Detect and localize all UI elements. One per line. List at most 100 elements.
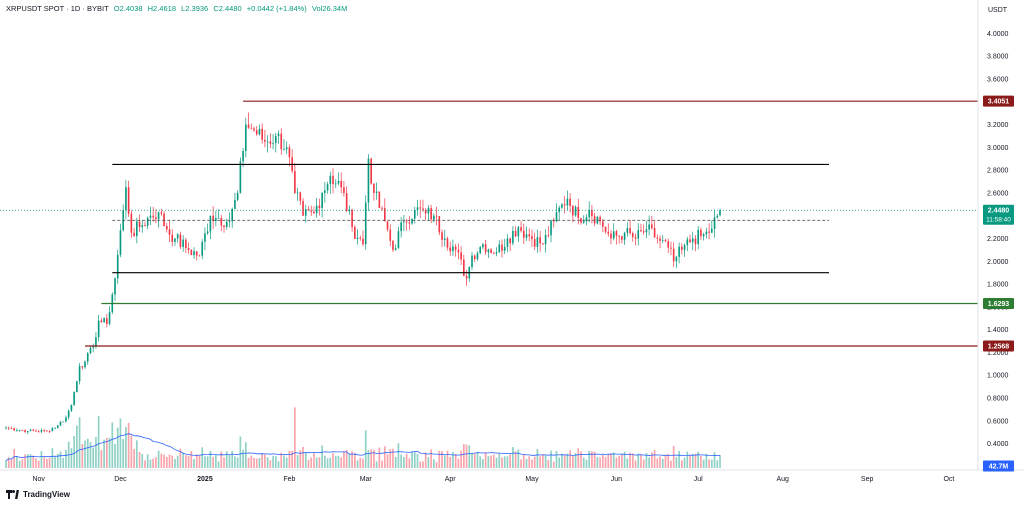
candle-body [130, 213, 133, 233]
chart-legend: XRPUSDT SPOT · 1D · BYBIT O2.4038 H2.461… [6, 4, 350, 13]
volume-bar [122, 439, 125, 468]
volume-bar [313, 453, 315, 468]
candle [92, 343, 95, 353]
candle [212, 206, 214, 229]
candle-body [125, 187, 127, 211]
candle-body [225, 221, 228, 228]
candle [612, 223, 615, 241]
volume-bar [56, 453, 59, 468]
volume-bar [561, 453, 563, 468]
volume-bar [105, 437, 108, 468]
volume-bar [362, 458, 364, 468]
volume-bar [165, 456, 168, 468]
candle [517, 225, 520, 243]
volume-bar [482, 459, 484, 468]
candle-body [430, 208, 432, 220]
candle-body [708, 231, 710, 233]
volume-bar [97, 415, 100, 468]
time-axis[interactable]: Nov Dec 2025 Feb Mar Apr May Jun Jul Aug Sep Oct [32, 476, 954, 483]
candle [438, 216, 441, 236]
volume-bar [193, 458, 195, 468]
volume-bar [16, 456, 18, 468]
candle [35, 429, 37, 432]
candle [59, 420, 62, 427]
candle [182, 235, 184, 252]
volume-bar [563, 455, 566, 468]
volume-bar [571, 455, 574, 468]
volume-bar [599, 457, 601, 468]
volume-bar [542, 454, 544, 468]
candle [433, 213, 435, 223]
volume-bar [675, 457, 678, 468]
volume-bar [528, 456, 531, 468]
candle-body [35, 430, 37, 432]
last-price-label: 2.4480 [988, 208, 1010, 215]
candle-body [438, 216, 441, 233]
candle [700, 227, 702, 241]
candle-body [577, 206, 580, 218]
tradingview-logo-icon [6, 490, 20, 499]
volume-bar [209, 450, 212, 468]
horizontal-levels[interactable] [0, 100, 978, 347]
candle [373, 183, 375, 201]
candle-body [588, 210, 591, 218]
candle-body [351, 209, 353, 228]
candle-body [37, 431, 40, 433]
candle-body [591, 210, 593, 217]
candle-body [400, 222, 402, 232]
candle-body [24, 430, 26, 433]
candle [386, 221, 389, 232]
volume-bar [351, 451, 353, 468]
x-tick-label: Jun [611, 476, 622, 483]
candle-body [277, 133, 280, 136]
candle-body [253, 128, 255, 131]
candle-body [354, 227, 356, 240]
candle [623, 231, 626, 245]
volume-bar [375, 461, 378, 468]
y-tick-label: 1.2000 [987, 350, 1009, 357]
legend-symbol[interactable]: XRPUSDT SPOT · 1D · BYBIT [6, 4, 109, 13]
candle-body [378, 191, 381, 208]
volume-bar [411, 451, 413, 468]
candle-body [163, 213, 165, 227]
volume-bar [585, 459, 588, 468]
candle-body [383, 208, 386, 222]
candle-body [607, 231, 610, 234]
volume-bar [138, 451, 141, 468]
tradingview-logo[interactable]: TradingView [6, 490, 70, 499]
candle-body [569, 198, 571, 206]
y-tick-label: 3.8000 [987, 54, 1009, 61]
volume-bar [664, 454, 667, 468]
y-tick-label: 2.0000 [987, 259, 1009, 266]
candle-body [244, 124, 247, 151]
volume-bar [383, 446, 386, 468]
candle [645, 220, 648, 239]
x-tick-label: Nov [32, 476, 45, 483]
candle-body [32, 429, 35, 431]
candle [100, 318, 103, 323]
volume-bar [484, 452, 487, 468]
candle [498, 240, 501, 253]
candle [367, 154, 370, 211]
candle [454, 243, 457, 257]
volume-bar [152, 458, 155, 468]
candle [629, 219, 631, 235]
volume-bar [86, 438, 89, 468]
candle-body [73, 392, 75, 405]
candle [146, 216, 149, 230]
candle [542, 243, 544, 246]
volume-bar [54, 456, 56, 468]
volume-bar [381, 460, 383, 468]
volume-bar [476, 451, 479, 468]
currency-label[interactable]: USDT [988, 7, 1008, 14]
volume-bar [125, 427, 127, 468]
legend-change: +0.0442 (+1.84%) [246, 4, 307, 13]
candle [522, 223, 525, 244]
candle [563, 195, 566, 214]
candle [179, 231, 182, 249]
volume-bar [670, 460, 672, 468]
volume-bar [612, 452, 615, 468]
price-axis[interactable]: 4.00003.80003.60003.40003.20003.00002.80… [987, 31, 1009, 448]
candle-body [558, 207, 561, 213]
